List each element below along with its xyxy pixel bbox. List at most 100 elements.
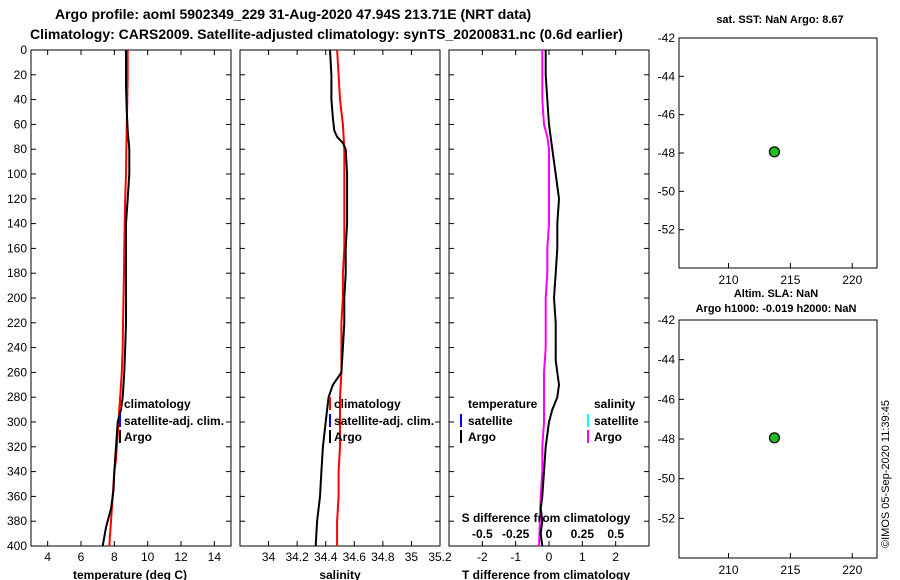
depth-tick-label: 340 [7,465,27,479]
diff-legend-salinity-title: salinity [594,397,636,411]
sst-map-plot: 210 215 220 -42 -44 -46 -48 -50 -52 [658,31,863,287]
sla_map-ytick-label: -48 [658,432,676,446]
depth-tick-label: 180 [7,266,27,280]
difference-plot: -2 -1 0 1 2 -0.5 -0.25 0 0.25 0.5 [449,49,649,564]
depth-tick-label: 260 [7,365,27,379]
sla_map-argo-position-marker [768,432,781,444]
diff-legend-t-satellite-label: satellite [468,414,513,428]
sla_map-xtick-label: 215 [780,563,800,577]
salinity-xtick-label: 34.6 [343,550,367,564]
temperature-axes [30,49,232,547]
sst_map-ytick-label: -44 [658,69,676,83]
difference-secondary-xtick-label: 0.25 [571,527,595,541]
difference-series-t-difference-argo- [539,50,561,547]
depth-tick-label: 60 [14,117,28,131]
depth-tick-label: 140 [7,217,27,231]
temperature-xtick-label: 6 [78,550,85,564]
salinity-series-climatology [336,49,346,546]
depth-tick-label: 160 [7,241,27,255]
sst_map-ytick-label: -52 [658,223,676,237]
depth-tick-label: 20 [14,68,28,82]
salinity-xtick-label: 35 [405,550,419,564]
sst_map-xtick-label: 220 [842,273,862,287]
sla_map-ytick-label: -42 [658,313,676,327]
sla-map-title2: Argo h1000: -0.019 h2000: NaN [696,303,857,315]
difference-secondary-xtick-label: -0.25 [502,527,530,541]
temperature-series-climatology [108,50,129,547]
sst_map-ytick-label: -46 [658,108,676,122]
sla_map-xtick-label: 210 [718,563,738,577]
depth-tick-label: 360 [7,489,27,503]
figure-title-line1: Argo profile: aoml 5902349_229 31-Aug-20… [55,6,531,22]
salinity-xtick-label: 34 [262,550,276,564]
sst_map-ytick-label: -42 [658,31,676,45]
depth-tick-label: 100 [7,167,27,181]
salinity-xtick-label: 34.8 [371,550,395,564]
figure-title-line2: Climatology: CARS2009. Satellite-adjuste… [30,26,623,42]
credit-text: ©IMOS 05-Sep-2020 11:39:45 [880,400,892,548]
sla_map-ytick-label: -50 [658,472,676,486]
depth-tick-label: 80 [14,142,28,156]
difference-secondary-xtick-label: 0 [546,527,553,541]
depth-tick-label: 240 [7,341,27,355]
depth-tick-label: 400 [7,539,27,553]
salinity-xtick-label: 34.2 [285,550,309,564]
difference-secondary-xlabel: S difference from climatology [462,511,631,525]
depth-tick-label: 320 [7,440,27,454]
sal-legend-argo-label: Argo [334,430,362,444]
diff-legend-t-argo-label: Argo [468,430,496,444]
sst-map-title: sat. SST: NaN Argo: 8.67 [716,14,843,26]
legend-argo-label: Argo [124,430,152,444]
legend-satellite-label: satellite-adj. clim. [124,414,224,428]
difference-xlabel: T difference from climatology [462,568,630,580]
depth-tick-label: 220 [7,316,27,330]
sst_map-xtick-label: 215 [780,273,800,287]
depth-tick-label: 280 [7,390,27,404]
temperature-xtick-label: 4 [44,550,51,564]
difference-xtick-label: -2 [477,550,488,564]
depth-tick-label: 300 [7,415,27,429]
temperature-plot: 4 6 8 10 12 140204060801001201401601802002202… [7,43,231,564]
sla_map-xtick-label: 220 [842,563,862,577]
salinity-series-argo [314,49,349,547]
sla_map-ytick-label: -46 [658,392,676,406]
temperature-xtick-label: 8 [111,550,118,564]
difference-secondary-xtick-label: 0.5 [607,527,624,541]
sla-map-title1: Altim. SLA: NaN [734,288,818,300]
sst_map-ytick-label: -48 [658,146,676,160]
sst_map-xtick-label: 210 [718,273,738,287]
diff-legend-s-argo-label: Argo [594,430,622,444]
sla-map-plot: 210 215 220 -42 -44 -46 -48 -50 -52 [658,313,863,577]
difference-secondary-xtick-label: -0.5 [472,527,493,541]
salinity-plot: 34 34.2 34.4 34.6 34.8 35 35.2 [240,49,452,564]
diff-legend-temperature-title: temperature [468,397,538,411]
sst_map-ytick-label: -50 [658,184,676,198]
depth-tick-label: 120 [7,192,27,206]
sla_map-ytick-label: -44 [658,353,676,367]
sal-legend-climatology-label: climatology [334,397,401,411]
difference-xtick-label: 1 [579,550,586,564]
salinity-axes [239,49,441,547]
difference-xtick-label: -1 [510,550,521,564]
diff-legend-s-satellite-label: satellite [594,414,639,428]
temperature-xtick-label: 14 [208,550,222,564]
temperature-xtick-label: 12 [174,550,188,564]
sst_map-argo-position-marker [768,146,781,158]
legend-climatology-label: climatology [124,397,191,411]
depth-tick-label: 40 [14,93,28,107]
temperature-xtick-label: 10 [141,550,155,564]
difference-xtick-label: 2 [612,550,619,564]
salinity-xtick-label: 34.4 [314,550,338,564]
salinity-xtick-label: 35.2 [428,550,452,564]
difference-series-s-difference-argo- [538,50,550,547]
temperature-series-argo [101,50,131,547]
sal-legend-satellite-label: satellite-adj. clim. [334,414,434,428]
sla_map-ytick-label: -52 [658,511,676,525]
temperature-xlabel: temperature (deg C) [73,568,187,580]
salinity-xlabel: salinity [319,568,361,580]
depth-tick-label: 380 [7,514,27,528]
depth-tick-label: 200 [7,291,27,305]
depth-tick-label: 0 [20,43,27,57]
difference-xtick-label: 0 [546,550,553,564]
